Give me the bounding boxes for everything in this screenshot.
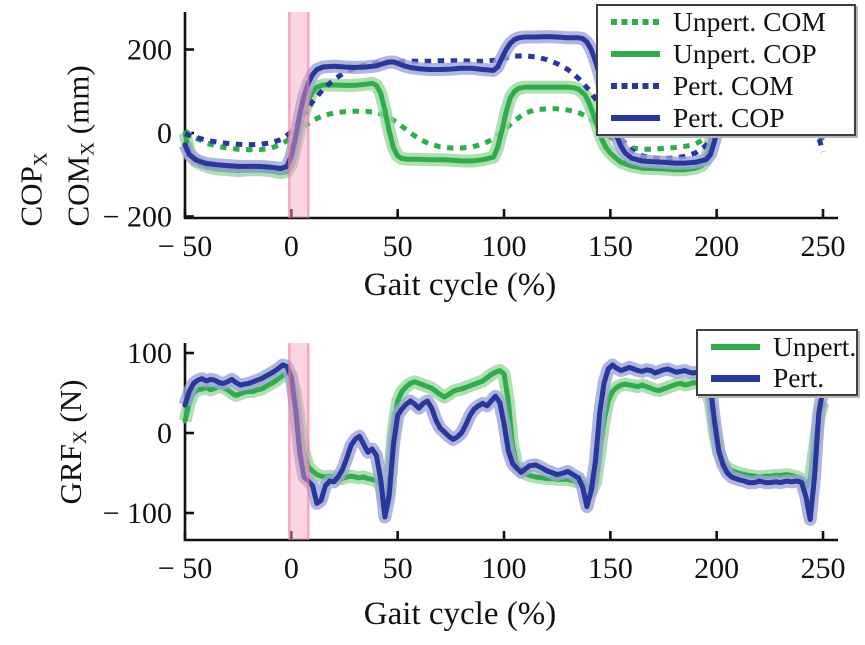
y-tick-label: − 200 <box>103 201 172 234</box>
legend-label: Pert. COP <box>673 102 785 133</box>
y-tick-label: 200 <box>127 34 172 67</box>
legend-row: Unpert. COM <box>598 6 854 38</box>
legend-line-dotted-blue <box>611 82 660 90</box>
y-tick-label: 0 <box>157 117 172 150</box>
legend-row: Pert. COP <box>598 102 854 134</box>
legend-row: Unpert. COP <box>598 38 854 70</box>
legend-line-dotted-green <box>611 18 660 26</box>
legend-label: Unpert. COP <box>673 38 817 69</box>
bottom-x-axis-label: Gait cycle (%) <box>363 596 557 632</box>
top-x-axis-label: Gait cycle (%) <box>363 267 557 303</box>
legend-line-solid-blue <box>711 375 760 382</box>
perturbation-band <box>289 12 309 218</box>
x-tick-label: 250 <box>801 552 846 585</box>
curve-pert-cop <box>182 34 826 171</box>
bottom-legend: Unpert. Pert. <box>696 329 858 396</box>
x-tick-label: 100 <box>482 230 527 263</box>
x-tick-label: 250 <box>801 230 846 263</box>
x-tick-label: 150 <box>588 552 633 585</box>
legend-label: Unpert. COM <box>673 6 826 37</box>
x-tick-label: 200 <box>694 230 739 263</box>
x-tick-label: 100 <box>482 552 527 585</box>
x-tick-label: 150 <box>588 230 633 263</box>
legend-label: Pert. <box>773 362 825 394</box>
legend-row: Pert. <box>698 363 856 395</box>
y-tick-label: 100 <box>127 337 172 370</box>
legend-line-solid-blue <box>611 114 660 122</box>
legend-label: Unpert. <box>773 330 857 362</box>
y-tick-label: − 100 <box>103 497 172 530</box>
perturbation-band <box>289 343 309 540</box>
top-legend: Unpert. COM Unpert. COP Pert. COM Pert. … <box>596 4 856 136</box>
x-tick-label: − 50 <box>158 230 212 263</box>
legend-line-solid-green <box>711 343 760 350</box>
x-tick-label: 200 <box>694 552 739 585</box>
x-tick-label: 0 <box>284 230 299 263</box>
legend-row: Pert. COM <box>598 70 854 102</box>
x-tick-label: 50 <box>383 552 413 585</box>
x-tick-label: 50 <box>383 230 413 263</box>
legend-line-solid-green <box>611 50 660 58</box>
legend-row: Unpert. <box>698 331 856 363</box>
legend-label: Pert. COM <box>673 70 794 101</box>
y-tick-label: 0 <box>157 417 172 450</box>
x-tick-label: − 50 <box>158 552 212 585</box>
top-y-axis-label: COPX COMX (mm) <box>13 65 99 227</box>
bottom-y-axis-label: GRFX (N) <box>53 379 91 505</box>
x-tick-label: 0 <box>284 552 299 585</box>
